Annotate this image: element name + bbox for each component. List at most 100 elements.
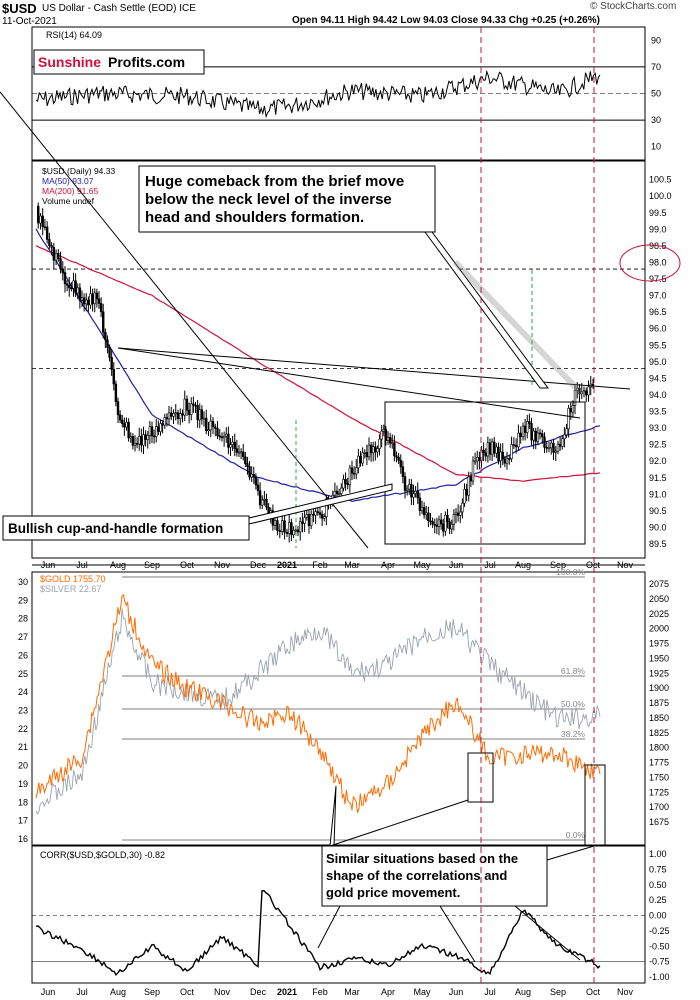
rsi-tick-label: 10 [651,142,661,152]
similar-pointer-2 [329,799,469,847]
gold-tick-right: 2025 [649,609,669,619]
usd-tick-label: 99.5 [649,208,667,218]
usd-tick-label: 97.5 [649,274,667,284]
x-tick-lower: Oct [180,987,195,997]
corr-tick-label: -0.50 [649,941,670,951]
gold-tick-right: 1900 [649,683,669,693]
gold-tick-right: 1975 [649,639,669,649]
silver-tick-left: 22 [18,724,28,734]
x-tick-upper: Dec [250,560,267,570]
silver-tick-left: 20 [18,761,28,771]
usd-price-bars [37,202,595,543]
chart-date: 11-Oct-2021 [2,16,57,27]
gold-highlight-box-2 [584,764,606,846]
x-tick-lower: Sep [144,987,160,997]
x-tick-lower: Nov [214,987,231,997]
usd-tick-label: 92.0 [649,456,667,466]
x-tick-lower: Jun [449,987,464,997]
silver-tick-left: 27 [18,632,28,642]
gold-tick-right: 1700 [649,802,669,812]
gold-tick-right: 1825 [649,728,669,738]
comeback-annotation-text: Huge comeback from the brief move below t… [145,173,404,226]
usd-tick-label: 94.0 [649,390,667,400]
quote-readout: Open 94.11 High 94.42 Low 94.03 Close 94… [292,15,600,26]
usd-long-downtrend-line [0,91,369,549]
similar-pointer-5 [514,905,581,961]
x-tick-lower: Mar [344,987,360,997]
logo-box [33,49,205,75]
similar-pointer-6 [546,845,595,861]
x-tick-upper: Jul [76,560,88,570]
gold-tick-right: 2050 [649,594,669,604]
gold-tick-right: 1800 [649,743,669,753]
usd-tick-label: 93.5 [649,407,667,417]
silver-tick-left: 30 [18,577,28,587]
gold-tick-right: 1950 [649,653,669,663]
usd-tick-label: 100.5 [649,175,672,185]
x-tick-upper: Apr [381,560,395,570]
x-tick-upper: Aug [515,560,531,570]
x-tick-upper: Jun [449,560,464,570]
usd-tick-label: 91.5 [649,473,667,483]
silver-tick-left: 18 [18,797,28,807]
usd-legend-item: $USD (Daily) 94.33 [42,166,115,176]
x-tick-lower: May [413,987,431,997]
usd-head-shoulders-box [384,401,586,545]
silver-tick-left: 23 [18,706,28,716]
chart-symbol-name: US Dollar - Cash Settle (EOD) ICE [42,3,196,14]
x-tick-lower: Oct [586,987,601,997]
usd-tick-label: 89.5 [649,539,667,549]
panel-frame-usd [31,160,646,559]
comeback-annotation-box [138,165,436,233]
x-tick-upper: Nov [214,560,231,570]
silver-tick-left: 19 [18,779,28,789]
silver-tick-left: 26 [18,650,28,660]
rsi-tick-label: 30 [651,115,661,125]
similar-pointer-3 [317,905,341,949]
gold-tick-right: 1875 [649,698,669,708]
cup-handle-annotation-text: Bullish cup-and-handle formation [8,521,223,536]
comeback-pointer-shade [452,259,585,397]
usd-tick-label: 100.0 [649,191,672,201]
x-tick-upper: Sep [144,560,160,570]
gold-tick-right: 1750 [649,772,669,782]
x-tick-upper: 2021 [277,560,297,570]
gold-legend: $GOLD 1755.70 [40,574,106,584]
x-tick-lower: Sep [550,987,566,997]
fib-label: 61.8% [561,666,586,676]
usd-legend-item: MA(200) 91.65 [42,186,98,196]
cup-handle-pointer [248,483,393,525]
x-tick-upper: Aug [110,560,126,570]
x-tick-upper: Oct [586,560,601,570]
usd-legend-item: MA(50) 93.07 [42,176,94,186]
x-tick-upper: Feb [312,560,328,570]
x-tick-lower: Jun [41,987,56,997]
comeback-pointer [424,231,549,389]
usd-tick-label: 90.5 [649,506,667,516]
usd-tick-label: 99.0 [649,224,667,234]
x-tick-lower: Dec [250,987,267,997]
fib-label: 100.0% [556,567,585,577]
x-tick-lower: Feb [312,987,328,997]
silver-tick-left: 16 [18,834,28,844]
corr-tick-label: 1.00 [649,849,667,859]
similar-annotation-text: Similar situations based on the shape of … [326,851,518,900]
silver-tick-left: 21 [18,742,28,752]
gold-line [35,593,601,813]
panel-frame-gold [31,571,646,846]
usd-tick-label: 91.0 [649,489,667,499]
x-tick-upper: Mar [344,560,360,570]
similar-pointer-1 [329,785,337,847]
usd-tick-label: 95.5 [649,340,667,350]
silver-tick-left: 25 [18,669,28,679]
rsi-line [35,69,601,119]
logo-profits: Profits.com [108,54,185,70]
x-tick-lower: Apr [381,987,395,997]
rsi-tick-label: 90 [651,35,661,45]
chart-symbol: $USD [2,1,37,16]
gold-tick-right: 1775 [649,758,669,768]
silver-tick-left: 17 [18,816,28,826]
silver-tick-left: 29 [18,595,28,605]
usd-legend-item: Volume undef [42,196,95,206]
corr-legend: CORR($USD,$GOLD,30) -0.82 [40,850,165,860]
